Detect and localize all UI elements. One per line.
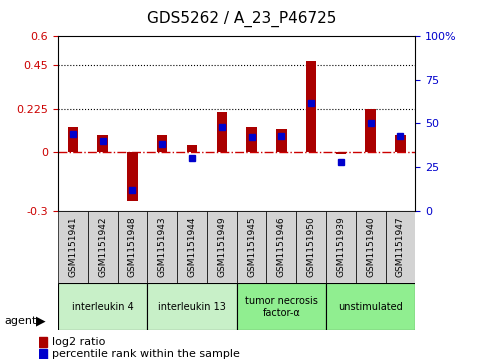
Text: GSM1151939: GSM1151939 [337, 216, 345, 277]
FancyBboxPatch shape [88, 211, 117, 283]
FancyBboxPatch shape [58, 283, 147, 330]
Bar [187, 145, 197, 152]
FancyBboxPatch shape [267, 211, 296, 283]
FancyBboxPatch shape [326, 211, 356, 283]
Text: GSM1151945: GSM1151945 [247, 216, 256, 277]
Bar [127, 152, 138, 201]
FancyBboxPatch shape [117, 211, 147, 283]
FancyBboxPatch shape [147, 211, 177, 283]
Bar [98, 135, 108, 152]
Text: GSM1151949: GSM1151949 [217, 216, 226, 277]
Text: log2 ratio: log2 ratio [52, 337, 105, 347]
Text: interleukin 13: interleukin 13 [158, 302, 226, 312]
Text: GSM1151943: GSM1151943 [158, 216, 167, 277]
Text: GSM1151942: GSM1151942 [98, 217, 107, 277]
FancyBboxPatch shape [296, 211, 326, 283]
Bar [336, 152, 346, 154]
Bar [366, 109, 376, 152]
Bar [39, 337, 47, 347]
Bar [157, 135, 168, 152]
Text: GSM1151940: GSM1151940 [366, 216, 375, 277]
Bar [395, 135, 406, 152]
Text: unstimulated: unstimulated [338, 302, 403, 312]
Text: GSM1151948: GSM1151948 [128, 216, 137, 277]
Text: agent: agent [5, 316, 37, 326]
Bar [68, 127, 78, 152]
Text: GSM1151947: GSM1151947 [396, 216, 405, 277]
FancyBboxPatch shape [326, 283, 415, 330]
Text: ▶: ▶ [36, 315, 46, 328]
FancyBboxPatch shape [207, 211, 237, 283]
Bar [39, 349, 47, 359]
Text: GSM1151944: GSM1151944 [187, 217, 197, 277]
Text: tumor necrosis
factor-α: tumor necrosis factor-α [245, 296, 318, 318]
FancyBboxPatch shape [237, 211, 267, 283]
Text: percentile rank within the sample: percentile rank within the sample [52, 349, 240, 359]
Text: GDS5262 / A_23_P46725: GDS5262 / A_23_P46725 [147, 11, 336, 27]
FancyBboxPatch shape [237, 283, 326, 330]
FancyBboxPatch shape [58, 211, 88, 283]
Bar [306, 61, 316, 152]
Bar [246, 127, 257, 152]
FancyBboxPatch shape [356, 211, 385, 283]
Text: GSM1151941: GSM1151941 [69, 216, 77, 277]
Text: GSM1151950: GSM1151950 [307, 216, 315, 277]
FancyBboxPatch shape [177, 211, 207, 283]
Text: GSM1151946: GSM1151946 [277, 216, 286, 277]
Bar [276, 129, 286, 152]
FancyBboxPatch shape [385, 211, 415, 283]
FancyBboxPatch shape [147, 283, 237, 330]
Bar [216, 112, 227, 152]
Text: interleukin 4: interleukin 4 [72, 302, 133, 312]
